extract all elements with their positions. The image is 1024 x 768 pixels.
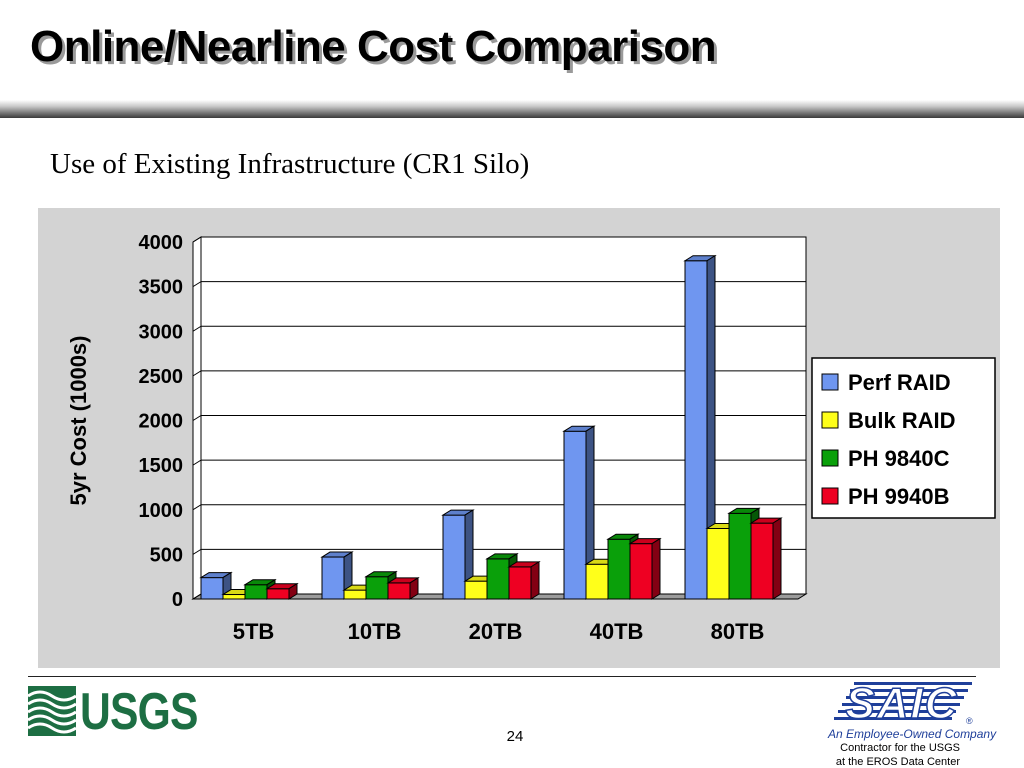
page-number: 24	[506, 728, 524, 745]
gridline-side	[192, 504, 202, 511]
gridline-side	[192, 548, 202, 555]
gridline-side	[192, 459, 202, 466]
cost-comparison-chart: 0 500 1000 1500 2000 2500 3000 3500 4000 5yr Cost…	[66, 232, 996, 644]
bar-1-4	[706, 527, 730, 600]
legend-swatch-3	[821, 487, 839, 505]
bar-1-2	[464, 580, 488, 600]
footer-divider	[28, 676, 826, 677]
gridline-side	[192, 415, 202, 421]
bar-0-4	[684, 260, 708, 600]
saic-logo-text: SAIC	[845, 680, 958, 726]
y-tick-label: 3500	[139, 277, 184, 299]
y-axis-label: 5yr Cost (1000s)	[66, 336, 91, 506]
bar-1-1	[343, 589, 367, 600]
y-tick-label: 1000	[139, 500, 184, 522]
gridline-side	[192, 281, 202, 288]
usgs-wave-icon	[27, 686, 77, 736]
bar-0-0	[200, 577, 224, 600]
saic-location-line: at the EROS Data Center	[835, 756, 960, 768]
bar-side-3-1	[409, 577, 419, 600]
gridline-side	[192, 593, 202, 600]
bar-2-2	[486, 558, 510, 600]
bar-1-0	[222, 594, 246, 600]
x-tick-label: 40TB	[590, 619, 644, 644]
y-tick-label: 3000	[139, 321, 184, 343]
svg-text:®: ®	[966, 716, 973, 726]
bar-1-3	[585, 563, 609, 600]
usgs-logo	[27, 686, 218, 738]
bar-3-1	[387, 582, 411, 600]
saic-contractor-line: Contractor for the USGS	[840, 742, 960, 754]
bar-0-1	[321, 556, 345, 600]
y-tick-label: 2000	[139, 411, 184, 433]
bar-0-3	[563, 430, 587, 600]
x-tick-label: 20TB	[469, 619, 523, 644]
bar-side-3-3	[651, 537, 661, 600]
bar-0-2	[442, 514, 466, 600]
bar-3-2	[508, 566, 532, 600]
bar-3-0	[266, 588, 290, 600]
bar-2-3	[607, 538, 631, 600]
saic-tagline: An Employee-Owned Company	[828, 727, 997, 741]
chart-legend	[811, 357, 996, 519]
legend-label-2: PH 9840C	[848, 446, 950, 471]
slide-subtitle: Use of Existing Infrastructure (CR1 Silo…	[50, 148, 530, 180]
x-tick-label: 5TB	[233, 619, 275, 644]
y-tick-label: 1500	[139, 455, 184, 477]
x-tick-label: 10TB	[348, 619, 402, 644]
slide-title: Online/Nearline Cost Comparison	[30, 22, 717, 71]
saic-logo: SAIC ®	[834, 680, 973, 726]
legend-label-3: PH 9940B	[848, 484, 950, 509]
bar-side-3-0	[288, 582, 298, 600]
legend-swatch-2	[821, 449, 839, 467]
legend-label-0: Perf RAID	[848, 370, 951, 395]
y-tick-label: 2500	[139, 366, 184, 388]
legend-swatch-1	[821, 411, 839, 429]
bar-2-4	[728, 512, 752, 600]
bar-2-1	[365, 576, 389, 600]
bar-3-4	[750, 522, 774, 600]
bar-side-3-4	[772, 517, 782, 600]
gridline-side	[192, 325, 202, 332]
legend-swatch-0	[821, 373, 839, 391]
gridline-side	[192, 370, 202, 377]
y-tick-label: 4000	[139, 232, 184, 254]
usgs-logo-text: USGS	[80, 683, 198, 741]
legend-label-1: Bulk RAID	[848, 408, 956, 433]
bar-side-3-2	[530, 560, 540, 600]
gridline-side	[192, 236, 202, 243]
footer-divider-right	[826, 676, 976, 677]
y-tick-label: 0	[172, 589, 183, 611]
chart-panel: 0 500 1000 1500 2000 2500 3000 3500 4000 5yr Cost…	[38, 208, 1000, 668]
title-divider	[0, 100, 1024, 118]
bar-2-0	[244, 584, 268, 600]
x-tick-label: 80TB	[711, 619, 765, 644]
y-tick-label: 500	[150, 544, 183, 566]
bar-3-3	[629, 543, 653, 600]
